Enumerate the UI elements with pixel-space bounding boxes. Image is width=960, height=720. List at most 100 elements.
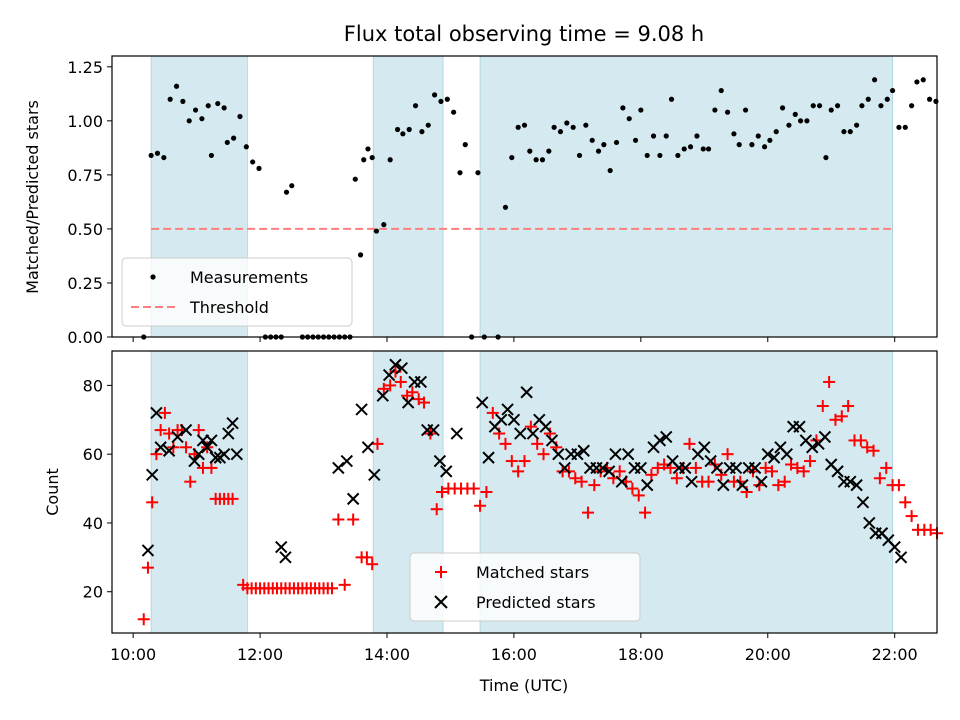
- matched-star-point: [499, 437, 512, 450]
- measurement-point: [205, 103, 211, 109]
- predicted-star-point: [748, 461, 762, 475]
- predicted-star-point: [558, 461, 571, 475]
- predicted-star-point: [382, 368, 396, 382]
- predicted-star-point: [571, 447, 584, 461]
- matched-star-point: [626, 482, 639, 495]
- measurement-point: [509, 154, 515, 161]
- measurement-point: [749, 142, 755, 148]
- measurement-point: [583, 122, 589, 128]
- predicted-star-point: [888, 540, 901, 554]
- predicted-star-point: [440, 465, 453, 478]
- top-y-axis-label: Matched/Predicted stars: [23, 100, 42, 294]
- matched-star-point: [899, 496, 912, 509]
- matched-star-point: [797, 465, 810, 478]
- matched-star-point: [785, 458, 798, 471]
- top-ytick-label: 0.75: [67, 166, 103, 185]
- matched-star-point: [575, 475, 588, 488]
- measurement-point: [724, 109, 731, 115]
- matched-star-point: [759, 461, 772, 474]
- matched-star-point: [184, 475, 197, 488]
- bottom-xtick-label: 18:00: [618, 645, 664, 664]
- measurement-point: [786, 122, 792, 128]
- measurement-point: [515, 124, 521, 130]
- measurement-point: [920, 77, 926, 83]
- bottom-panel: 20 40 60 80 10:00 12:00 14:00 16:00 18:00 20:00 2…: [43, 350, 943, 695]
- predicted-star-point: [279, 551, 292, 564]
- bottom-series: [137, 358, 943, 626]
- measurement-point: [926, 96, 933, 102]
- predicted-star-point: [793, 420, 806, 433]
- bottom-x-ticks: 10:00 12:00 14:00 16:00 18:00 20:00 22:00: [110, 633, 918, 664]
- measurement-point: [533, 157, 539, 163]
- matched-star-point: [804, 455, 817, 468]
- measurement-point: [199, 116, 205, 122]
- matched-star-point: [854, 434, 867, 447]
- measurement-point: [161, 154, 167, 161]
- predicted-star-point: [395, 361, 409, 375]
- measurement-point: [256, 165, 262, 171]
- bottom-xtick-label: 22:00: [872, 645, 918, 664]
- predicted-star-point: [209, 451, 222, 464]
- measurement-point: [871, 77, 878, 83]
- measurement-point: [451, 109, 457, 115]
- measurement-point: [742, 107, 749, 113]
- measurement-point: [406, 126, 412, 133]
- matched-star-point: [645, 468, 658, 481]
- matched-star-point: [377, 382, 390, 395]
- matched-star-point: [347, 513, 360, 526]
- measurement-point: [816, 103, 823, 109]
- matched-star-point: [924, 523, 937, 536]
- matched-star-point: [905, 510, 918, 523]
- measurement-point: [352, 176, 358, 182]
- matched-star-point: [639, 506, 652, 519]
- matched-star-point: [512, 465, 525, 478]
- predicted-star-point: [844, 475, 857, 488]
- measurement-point: [570, 124, 576, 130]
- measurement-point: [847, 129, 853, 135]
- measurement-point: [438, 98, 444, 104]
- measurement-point: [779, 105, 786, 111]
- predicted-star-point: [640, 478, 654, 492]
- top-axes-frame: [111, 55, 938, 338]
- predicted-star-point: [539, 420, 552, 433]
- predicted-star-point: [230, 447, 244, 461]
- measurement-point: [425, 122, 431, 128]
- matched-star-point: [778, 475, 791, 488]
- matched-star-point: [480, 486, 493, 498]
- predicted-star-point: [205, 434, 218, 447]
- matched-star-point: [141, 561, 154, 574]
- matched-star-point: [418, 396, 431, 409]
- measurement-point: [663, 133, 669, 139]
- measurement-point: [792, 111, 798, 117]
- measurement-point: [638, 107, 644, 113]
- top-ytick-label: 1.00: [67, 112, 103, 131]
- matched-star-point: [689, 461, 702, 474]
- matched-star-point: [192, 424, 205, 437]
- predicted-star-point: [171, 430, 184, 444]
- measurement-point: [221, 105, 227, 111]
- matched-star-point: [537, 448, 550, 461]
- measurement-point: [557, 129, 564, 135]
- measurement-point: [797, 118, 804, 124]
- matched-star-point: [873, 472, 886, 485]
- chart-title: Flux total observing time = 9.08 h: [344, 22, 704, 46]
- predicted-star-point: [427, 423, 440, 437]
- matched-star-point: [518, 455, 531, 468]
- predicted-star-point: [361, 441, 375, 454]
- measurement-point: [369, 154, 375, 161]
- measurement-point: [823, 154, 829, 161]
- measurement-point: [444, 96, 450, 102]
- matched-star-point: [384, 379, 397, 392]
- predicted-star-point: [217, 447, 231, 461]
- measurement-point: [712, 107, 718, 113]
- matched-star-point: [766, 465, 778, 478]
- top-legend: Measurements Threshold: [121, 257, 353, 327]
- shaded-interval-0: [150, 350, 248, 634]
- measurement-point: [365, 146, 371, 152]
- measurement-point: [154, 150, 161, 156]
- bottom-y-ticks: 20 40 60 80: [83, 376, 112, 602]
- measurement-point: [767, 137, 773, 143]
- matched-star-point: [721, 448, 734, 461]
- measurement-point: [289, 183, 295, 189]
- matched-star-point: [436, 486, 448, 498]
